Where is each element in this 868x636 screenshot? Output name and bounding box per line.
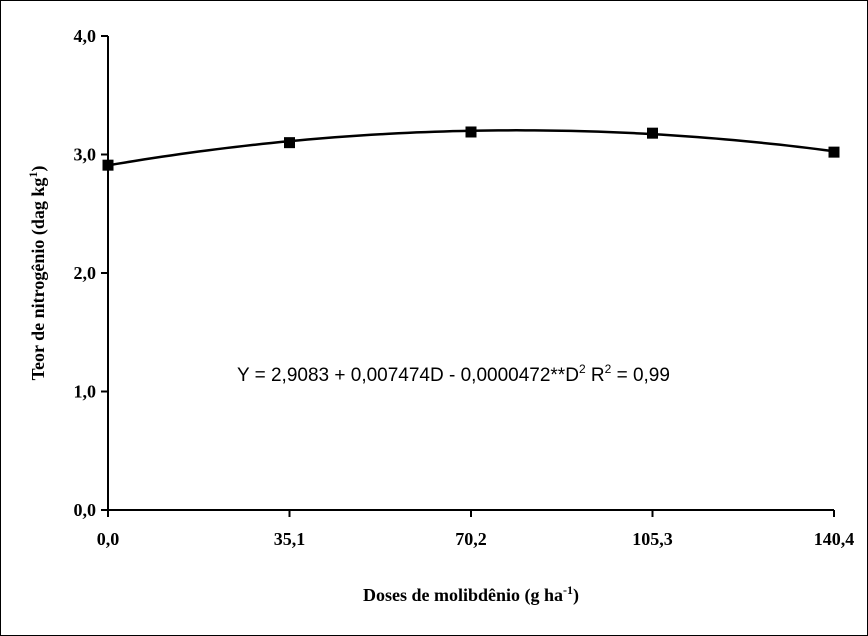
data-points [102,126,840,171]
x-tick-label: 140,4 [814,529,855,549]
y-axis-label: Teor de nitrogênio (dag kg1) [26,166,49,381]
y-tick-label: 2,0 [74,263,97,283]
y-tick-label: 4,0 [74,26,97,46]
data-point [102,159,114,171]
y-tick-label: 0,0 [74,500,97,520]
data-point [647,127,658,139]
regression-equation: Y = 2,9083 + 0,007474D - 0,0000472**D2 R… [237,362,670,386]
y-axis-ticks: 0,0 1,0 2,0 3,0 4,0 [74,26,108,520]
x-tick-label: 105,3 [632,529,673,549]
x-axis-label: Doses de molibdênio (g ha-1) [363,583,579,606]
x-tick-label: 35,1 [274,529,306,549]
y-tick-label: 3,0 [74,145,97,165]
x-axis-ticks: 0,0 35,1 70,2 105,3 140,4 [97,510,855,549]
data-point [828,146,840,158]
data-point [284,137,295,149]
x-tick-label: 0,0 [97,529,120,549]
data-point [465,126,477,138]
y-tick-label: 1,0 [74,382,97,402]
x-tick-label: 70,2 [455,529,487,549]
axes [107,36,834,511]
